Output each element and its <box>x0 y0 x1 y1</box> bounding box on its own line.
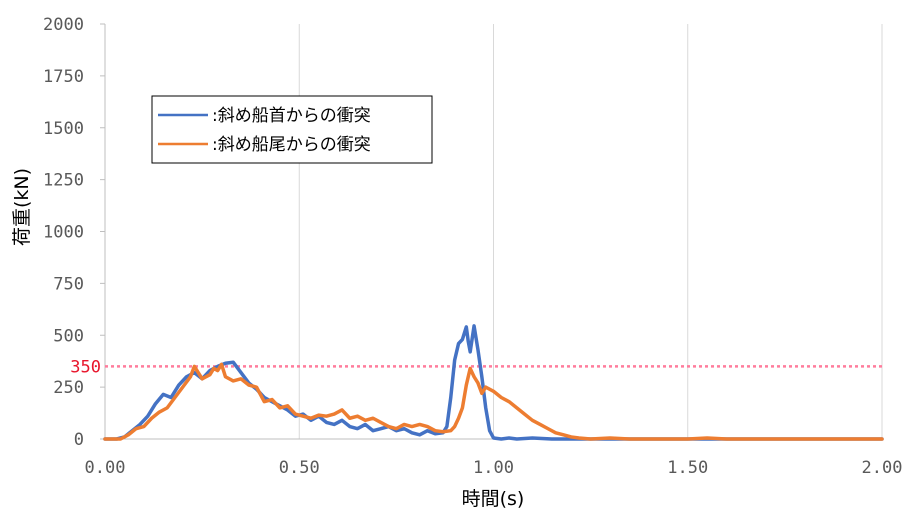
y-tick-label: 1500 <box>43 119 84 139</box>
y-tick-label: 1750 <box>43 67 84 87</box>
x-tick-label: 1.00 <box>473 458 514 478</box>
x-tick-label: 0.00 <box>85 458 126 478</box>
y-tick-label: 250 <box>53 378 84 398</box>
x-tick-label: 2.00 <box>862 458 903 478</box>
tick-labels: 0 250 500 750 1000 1250 1500 1750 2000 0.00 0.50 1.… <box>43 15 902 478</box>
grid <box>298 24 883 439</box>
y-tick-label: 1250 <box>43 171 84 191</box>
legend: :斜め船首からの衝突 :斜め船尾からの衝突 <box>151 95 433 164</box>
legend-label-series-0: :斜め船首からの衝突 <box>212 106 371 126</box>
legend-box <box>151 95 433 164</box>
x-axis-title: 時間(s) <box>462 488 525 510</box>
reference-line-group: 350 <box>70 357 882 377</box>
series-group <box>103 324 884 441</box>
y-axis-title: 荷重(kN) <box>11 168 33 246</box>
axes <box>100 23 882 440</box>
y-tick-label: 2000 <box>43 15 84 35</box>
legend-label-series-1: :斜め船尾からの衝突 <box>212 135 371 155</box>
x-tick-label: 0.50 <box>279 458 320 478</box>
reference-line-label: 350 <box>70 357 101 377</box>
series-line-1 <box>103 362 884 441</box>
x-tick-label: 1.50 <box>667 458 708 478</box>
y-tick-label: 1000 <box>43 223 84 243</box>
y-tick-label: 0 <box>74 430 84 450</box>
y-tick-label: 750 <box>53 274 84 294</box>
y-tick-label: 500 <box>53 326 84 346</box>
